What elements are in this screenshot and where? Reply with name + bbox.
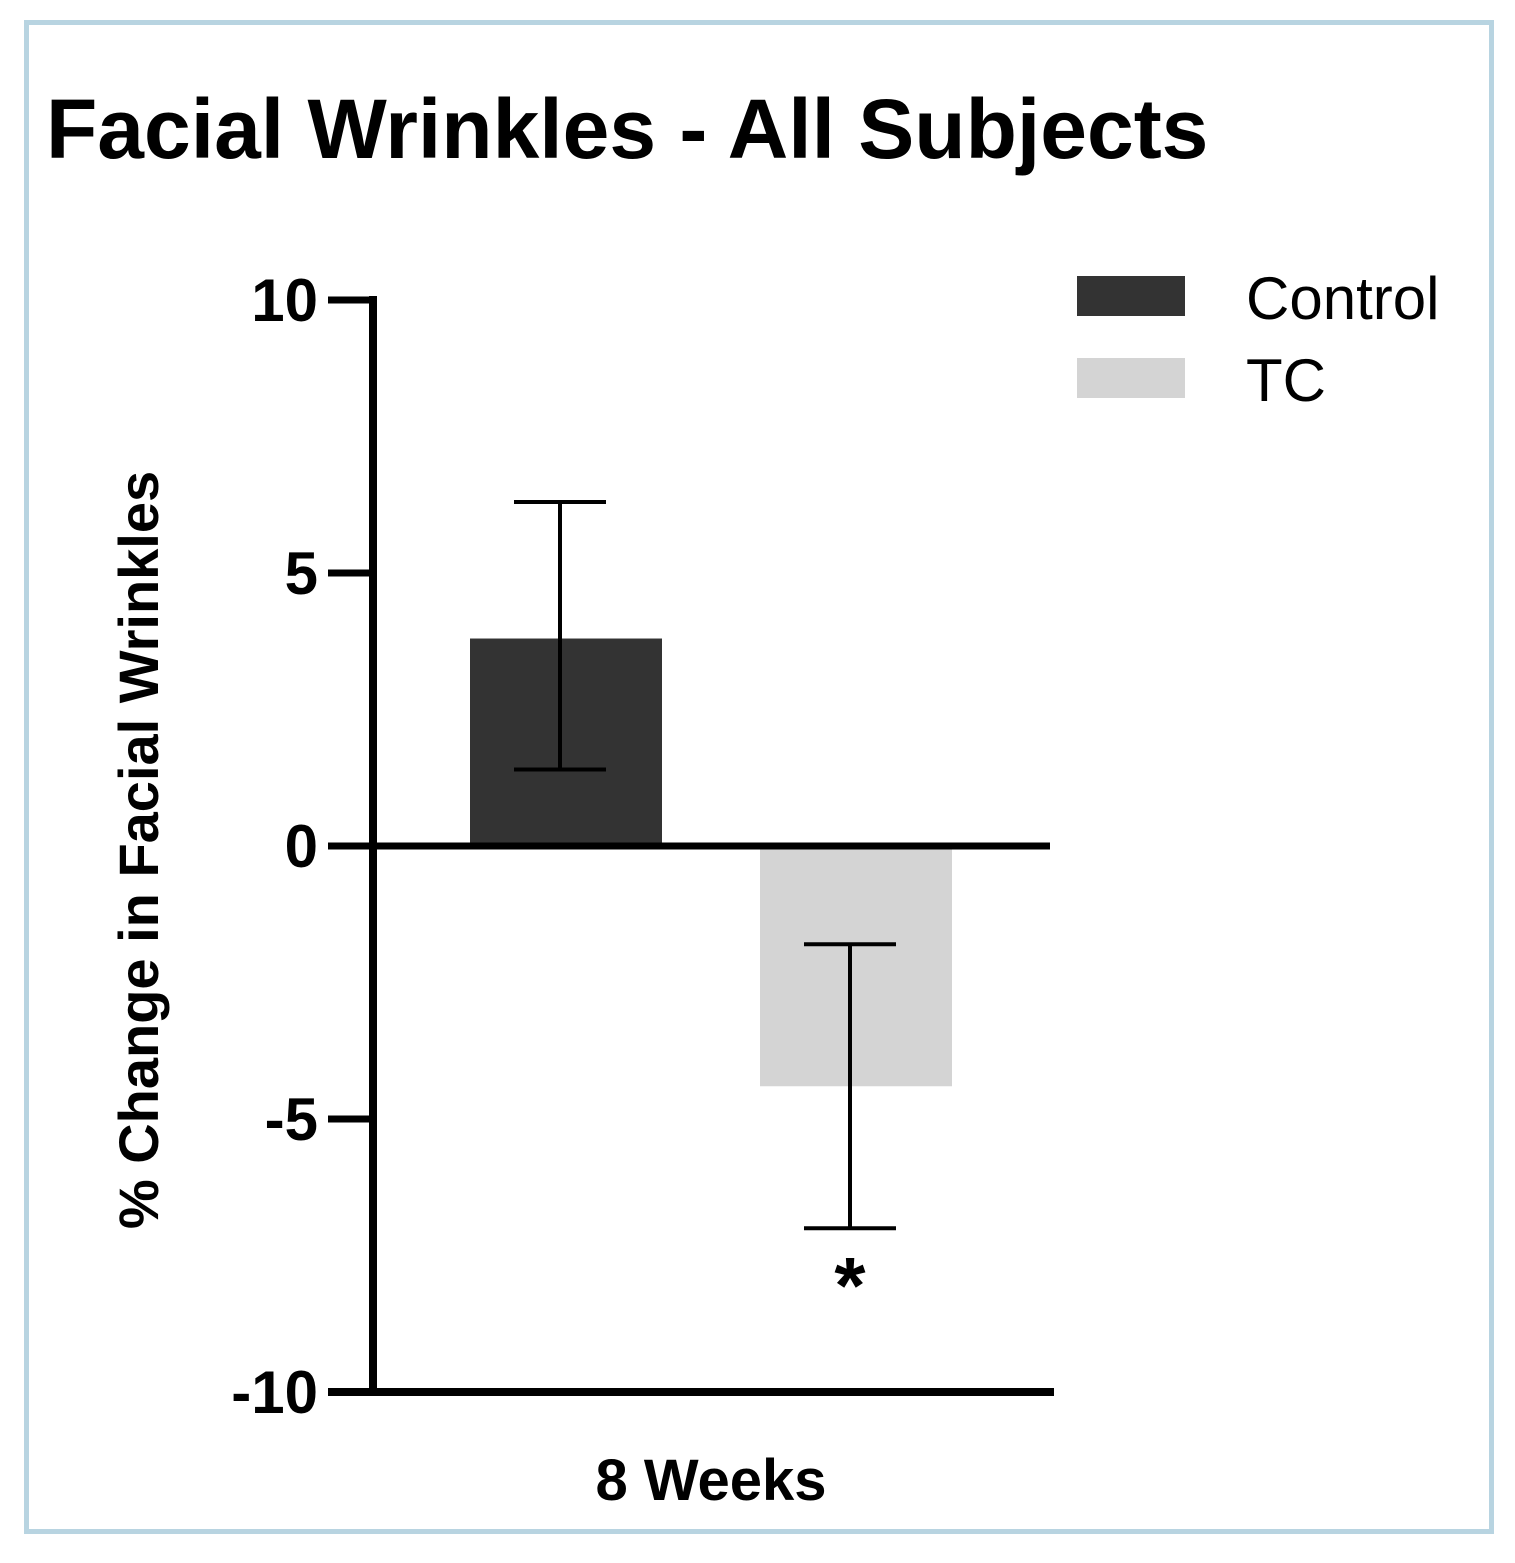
significance-marker: * <box>834 1241 866 1330</box>
y-tick-label: 5 <box>285 540 318 607</box>
y-tick-label: 0 <box>285 813 318 880</box>
bars <box>470 638 952 1087</box>
legend-label-tc: TC <box>1246 347 1326 414</box>
bar-tc <box>760 846 952 1087</box>
legend-label-control: Control <box>1246 265 1439 332</box>
y-tick-label: -5 <box>265 1086 318 1153</box>
bar-control <box>470 638 662 846</box>
legend-swatch-control <box>1077 276 1185 316</box>
chart-title: Facial Wrinkles - All Subjects <box>46 82 1208 176</box>
legend-swatch-tc <box>1077 358 1185 398</box>
annotations: * <box>834 1241 866 1330</box>
y-tick-label: 10 <box>251 267 318 334</box>
legend: Control TC <box>1077 265 1439 414</box>
y-axis-label: % Change in Facial Wrinkles <box>107 471 170 1229</box>
x-category-label: 8 Weeks <box>595 1448 826 1513</box>
y-tick-label: -10 <box>231 1359 318 1426</box>
error-bars <box>514 500 896 1231</box>
figure-frame <box>24 20 1494 1534</box>
